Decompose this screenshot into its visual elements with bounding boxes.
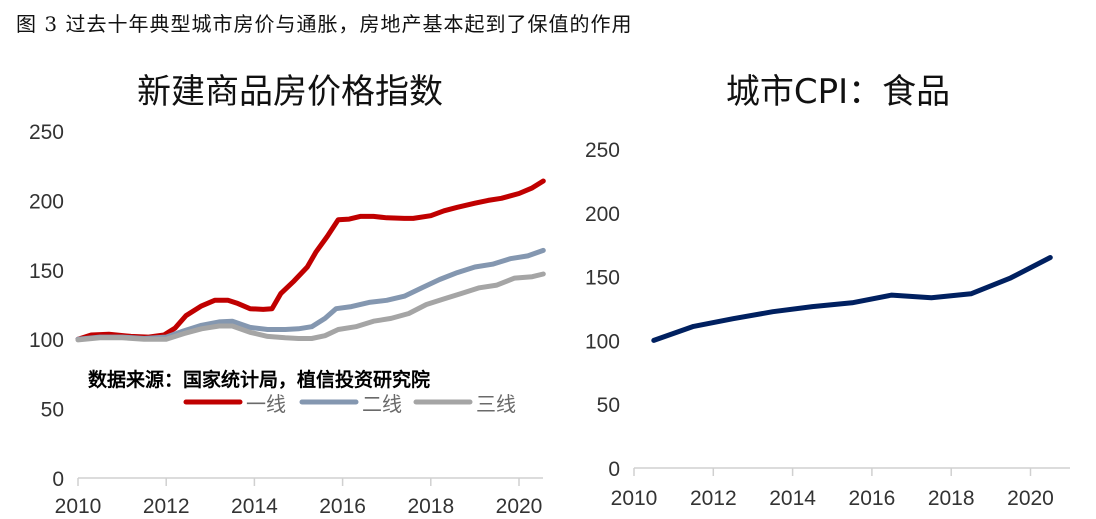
chart-title: 新建商品房价格指数 [137, 72, 443, 112]
x-tick-label: 2016 [849, 487, 896, 510]
x-tick-label: 2010 [55, 495, 102, 518]
x-tick-label: 2020 [1007, 487, 1054, 510]
x-tick-label: 2014 [231, 495, 278, 518]
y-tick-label: 250 [29, 121, 64, 144]
series-lines [75, 178, 546, 343]
y-axis-ticks: 0 50 100 150 200 250 [585, 139, 620, 481]
y-tick-label: 50 [597, 394, 620, 417]
y-tick-label: 150 [29, 260, 64, 283]
series-line-城市CPI：食品 [651, 255, 1053, 343]
y-tick-label: 150 [585, 267, 620, 290]
chart-title: 城市CPI：食品 [726, 72, 950, 112]
y-tick-label: 50 [41, 399, 64, 422]
x-tick-label: 2016 [319, 495, 366, 518]
x-tick-label: 2014 [769, 487, 816, 510]
legend-label: 二线 [362, 392, 402, 416]
x-tick-label: 2020 [496, 495, 543, 518]
y-axis-ticks: 0 50 100 150 200 250 [29, 121, 64, 491]
y-tick-label: 100 [29, 329, 64, 352]
x-tick-label: 2012 [690, 487, 737, 510]
x-axis: 2010 2012 2014 2016 2018 2020 [611, 467, 1070, 510]
y-tick-label: 200 [29, 190, 64, 213]
series-line-一线 [75, 178, 546, 342]
x-tick-label: 2012 [143, 495, 190, 518]
series-line-三线 [75, 271, 546, 343]
figure-caption: 图 3 过去十年典型城市房价与通胀，房地产基本起到了保值的作用 [16, 12, 633, 36]
x-tick-label: 2018 [928, 487, 975, 510]
y-tick-label: 0 [608, 458, 620, 481]
source-note: 数据来源：国家统计局，植信投资研究院 [88, 368, 430, 391]
legend: 一线 二线 三线 [183, 392, 516, 416]
y-tick-label: 100 [585, 330, 620, 353]
x-axis: 2010 2012 2014 2016 2018 2020 [55, 477, 543, 518]
y-tick-label: 0 [52, 468, 64, 491]
x-tick-label: 2010 [611, 487, 658, 510]
series-lines [651, 255, 1053, 343]
legend-label: 一线 [246, 392, 286, 416]
x-tick-label: 2018 [407, 495, 454, 518]
legend-label: 三线 [476, 392, 516, 416]
y-tick-label: 250 [585, 139, 620, 162]
y-tick-label: 200 [585, 203, 620, 226]
